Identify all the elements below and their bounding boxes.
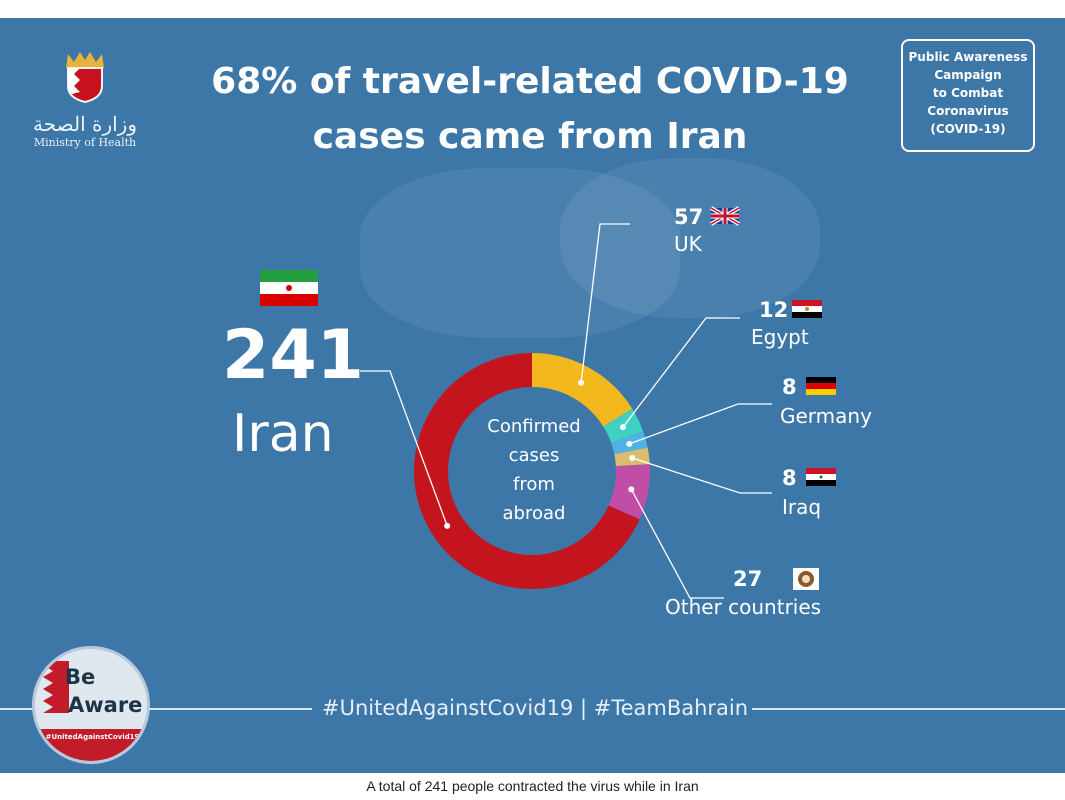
image-caption: A total of 241 people contracted the vir… — [366, 778, 699, 794]
badge-line-1: Be — [65, 665, 96, 689]
campaign-line: Public Awareness — [908, 50, 1028, 64]
center-line: from — [513, 474, 555, 495]
title-line-2: cases came from Iran — [312, 116, 748, 157]
uk-value-label: 57 — [674, 205, 704, 229]
badge-hashtag: #UnitedAgainstCovid19 — [45, 733, 140, 741]
leader-dot — [578, 379, 585, 386]
ministry-logo: وزارة الصحة Ministry of Health — [20, 48, 150, 149]
iraq-name-label: Iraq — [782, 495, 822, 519]
footer-divider-right — [752, 708, 1065, 710]
footer-hashtags: #UnitedAgainstCovid19 | #TeamBahrain — [322, 696, 749, 720]
leader-line — [360, 370, 448, 527]
leader-dot — [628, 486, 635, 493]
uk-name-label: UK — [674, 232, 702, 256]
other-value-label: 27 — [733, 567, 763, 591]
world-map-decoration — [560, 158, 820, 318]
iran-flag-icon — [260, 270, 318, 306]
campaign-line: Campaign — [934, 68, 1002, 82]
center-line: Confirmed — [487, 416, 581, 437]
leader-line — [630, 489, 724, 599]
campaign-line: to Combat — [932, 86, 1004, 100]
leader-line — [622, 317, 740, 428]
germany-value-label: 8 — [782, 375, 797, 399]
bahrain-crest-icon — [66, 52, 104, 104]
center-line: cases — [508, 445, 560, 466]
egypt-flag-icon — [792, 300, 822, 318]
title-line-1: 68% of travel-related COVID-19 — [211, 61, 849, 102]
donut-chart — [260, 206, 836, 599]
iraq-value-label: 8 — [782, 466, 797, 490]
leader-line — [629, 403, 772, 445]
leader-line — [580, 223, 630, 383]
be-aware-badge: Be Aware #UnitedAgainstCovid19 — [32, 646, 150, 764]
gcc-emblem-icon — [793, 568, 819, 590]
campaign-line: Coronavirus — [927, 104, 1009, 118]
leader-dot — [444, 522, 451, 529]
iran-value-label: 241 — [222, 316, 364, 395]
bahrain-flag-icon — [43, 661, 69, 713]
leader-dot — [619, 424, 626, 431]
donut-slice-uk — [531, 353, 633, 428]
world-map-decoration — [360, 168, 680, 338]
leader-dot — [629, 455, 636, 462]
campaign-line: (COVID-19) — [930, 122, 1006, 136]
footer-divider-left — [0, 708, 312, 710]
germany-name-label: Germany — [780, 404, 872, 428]
uk-flag-icon — [710, 206, 740, 226]
badge-line-2: Aware — [68, 693, 143, 717]
campaign-badge: Public Awareness Campaign to Combat Coro… — [901, 39, 1035, 152]
page-title: 68% of travel-related COVID-19 cases cam… — [180, 54, 880, 164]
ministry-name-english: Ministry of Health — [33, 136, 137, 149]
germany-flag-icon — [806, 377, 836, 395]
infographic-poster: وزارة الصحة Ministry of Health 68% of tr… — [0, 18, 1065, 773]
donut-center-label: Confirmed cases from abroad — [467, 412, 601, 528]
iraq-flag-icon — [806, 468, 836, 486]
egypt-value-label: 12 — [759, 298, 789, 322]
ministry-name-arabic: وزارة الصحة — [33, 112, 137, 136]
leader-line — [631, 457, 772, 494]
badge-band — [35, 729, 147, 761]
egypt-name-label: Egypt — [751, 325, 809, 349]
leader-dot — [626, 440, 633, 447]
leader-lines — [360, 223, 772, 599]
iran-name-label: Iran — [232, 404, 334, 464]
center-line: abroad — [502, 503, 566, 524]
other-name-label: Other countries — [665, 595, 822, 619]
